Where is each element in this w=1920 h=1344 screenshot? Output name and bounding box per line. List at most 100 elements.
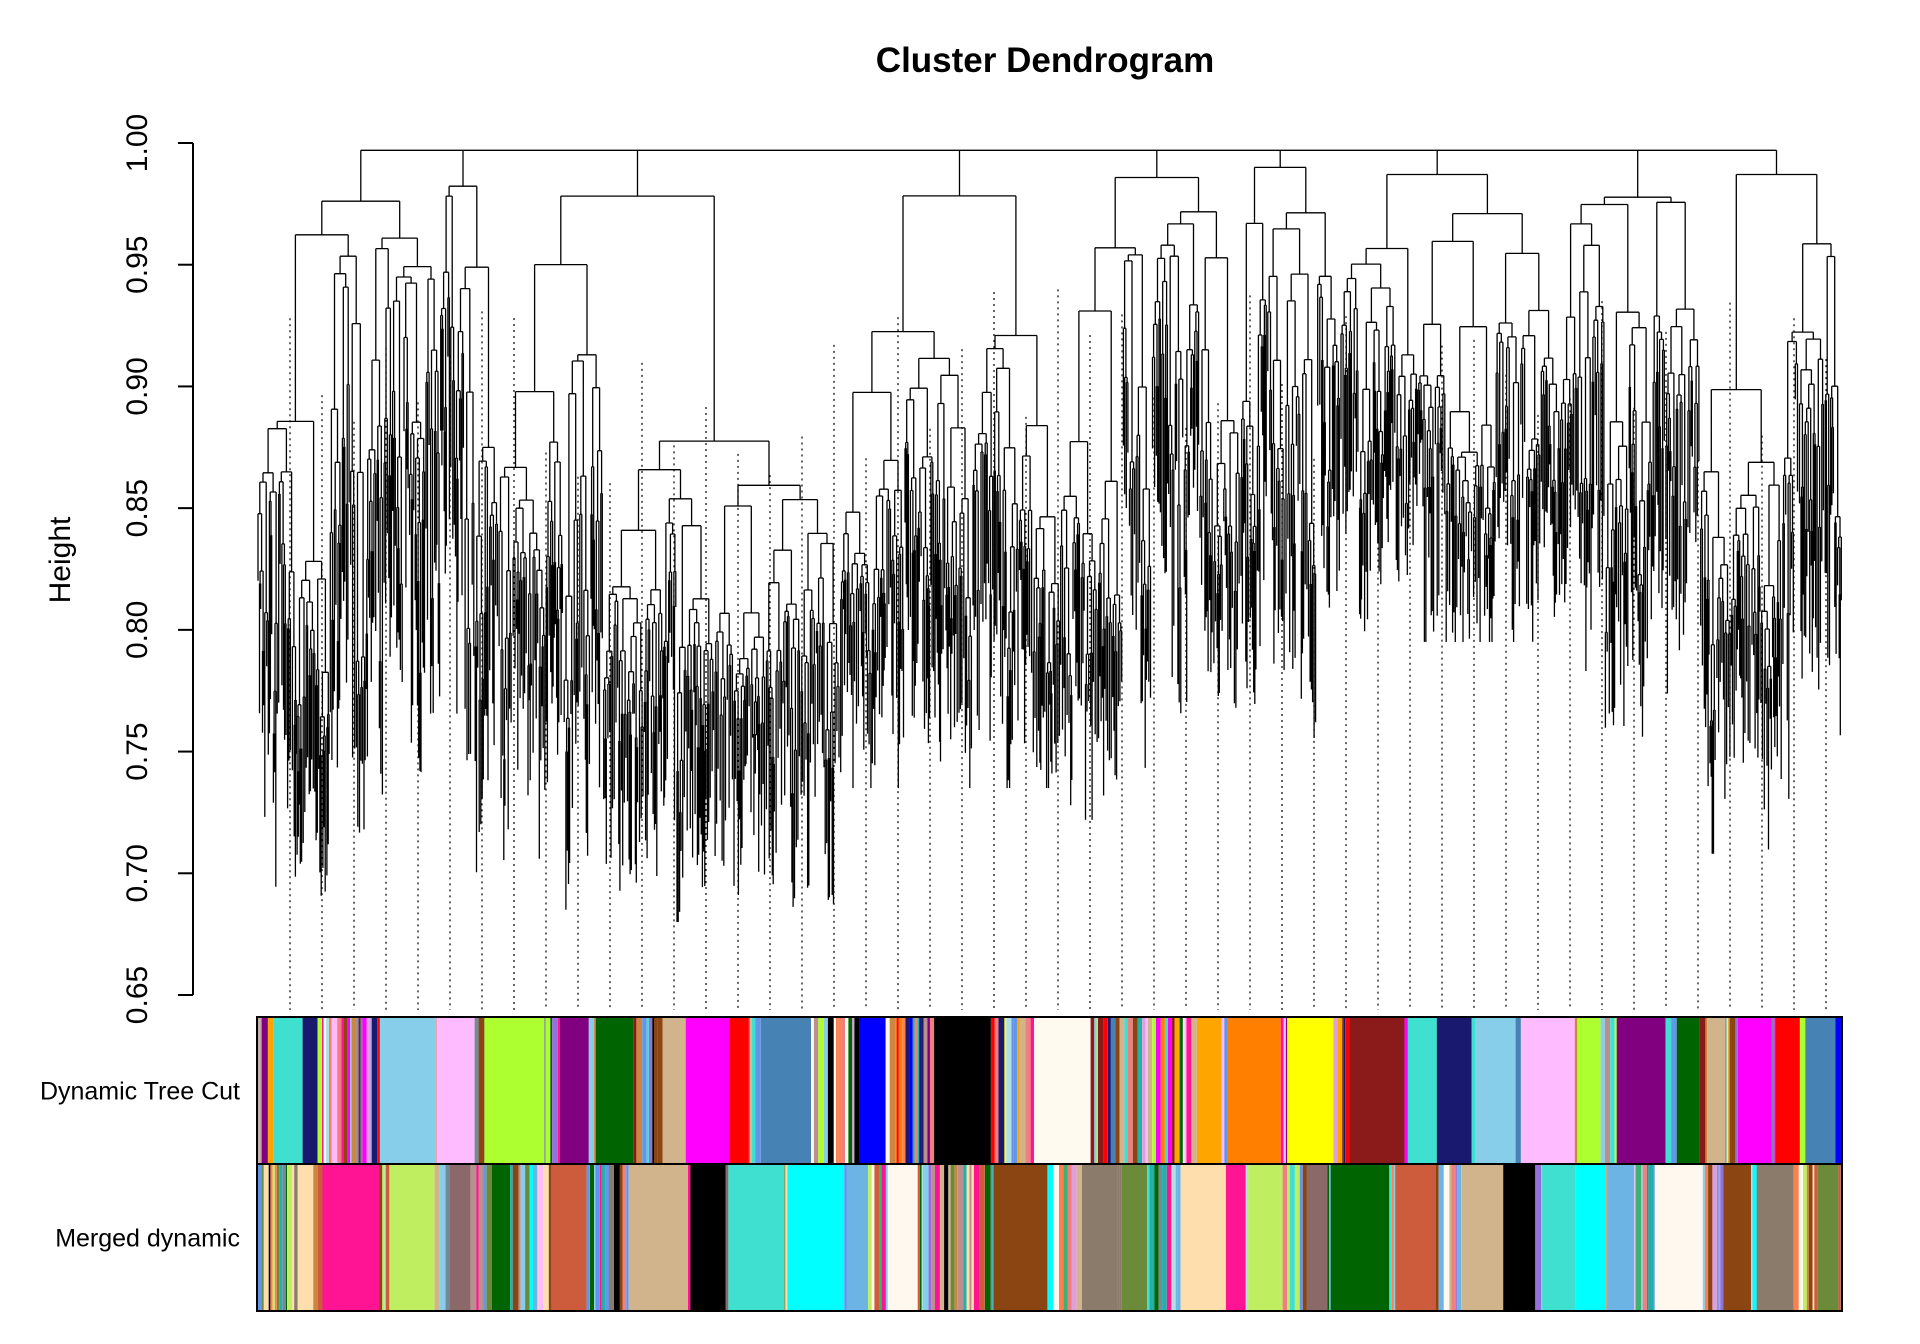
color-bar-segment xyxy=(545,1017,551,1164)
color-bar-segment xyxy=(1793,1164,1799,1311)
color-bar-segment xyxy=(1337,1017,1343,1164)
color-bar-segment xyxy=(1806,1164,1809,1311)
color-bar-segment xyxy=(948,1164,951,1311)
color-bar-segment xyxy=(1147,1017,1153,1164)
y-tick-label: 0.65 xyxy=(121,966,154,1024)
chart-title: Cluster Dendrogram xyxy=(876,41,1214,80)
color-bar-segment xyxy=(449,1164,471,1311)
color-bar-segment xyxy=(263,1164,269,1311)
color-bar-segment xyxy=(927,1017,930,1164)
color-bar-segment xyxy=(1723,1164,1752,1311)
color-bar-segment xyxy=(483,1164,487,1311)
color-bar-segment xyxy=(435,1017,437,1164)
color-bar-segment xyxy=(1610,1017,1615,1164)
color-bar-segment xyxy=(909,1017,913,1164)
color-bar-segment xyxy=(258,1017,261,1164)
color-bar-segment xyxy=(358,1017,361,1164)
color-bar-segment xyxy=(1808,1164,1813,1311)
color-bar-segment xyxy=(1306,1164,1328,1311)
color-bar-segment xyxy=(1186,1017,1192,1164)
color-bar-segment xyxy=(979,1164,985,1311)
color-bar-segment xyxy=(1634,1164,1636,1311)
color-bar-segment xyxy=(845,1017,849,1164)
color-bar-segment xyxy=(548,1164,552,1311)
color-bar-segment xyxy=(1614,1017,1617,1164)
color-bar-segment xyxy=(917,1017,919,1164)
color-row-border xyxy=(256,1163,1843,1312)
color-bar-segment xyxy=(1017,1017,1020,1164)
color-bar-segment xyxy=(1162,1164,1167,1311)
color-bar-segment xyxy=(1728,1017,1730,1164)
color-bar-segment xyxy=(1751,1164,1753,1311)
color-bar-segment xyxy=(917,1164,920,1311)
color-bar-segment xyxy=(371,1017,378,1164)
color-bar-segment xyxy=(848,1017,853,1164)
color-bar-segment xyxy=(1182,1017,1185,1164)
color-bar-segment xyxy=(1224,1017,1227,1164)
color-bar-segment xyxy=(347,1017,351,1164)
color-bar-segment xyxy=(1389,1164,1392,1311)
color-bar-segment xyxy=(1030,1017,1034,1164)
color-bar-segment xyxy=(1071,1164,1077,1311)
color-bar-segment xyxy=(1329,1164,1331,1311)
color-bar-segment xyxy=(1164,1017,1168,1164)
color-bar-segment xyxy=(1635,1164,1641,1311)
color-bar-segment xyxy=(1520,1017,1575,1164)
color-bar-segment xyxy=(360,1017,363,1164)
color-bar-segment xyxy=(351,1017,357,1164)
color-bar-segment xyxy=(950,1164,955,1311)
color-bar-segment xyxy=(286,1164,287,1311)
color-bar-segment xyxy=(1299,1164,1303,1311)
color-bar-segment xyxy=(921,1017,924,1164)
color-bar-segment xyxy=(748,1017,751,1164)
color-bar-segment xyxy=(990,1017,995,1164)
color-bar-segment xyxy=(1456,1164,1458,1311)
color-bar-segment xyxy=(1196,1017,1222,1164)
color-bar-segment xyxy=(1137,1017,1143,1164)
color-bar-segment xyxy=(1756,1164,1794,1311)
color-bar-segment xyxy=(944,1164,949,1311)
color-bar-segment xyxy=(1067,1164,1072,1311)
color-bar-segment xyxy=(1391,1164,1394,1311)
color-bar-segment xyxy=(533,1164,538,1311)
color-bar-segment xyxy=(270,1164,273,1311)
color-bar-segment xyxy=(1115,1017,1120,1164)
color-bar-segment xyxy=(550,1017,553,1164)
color-bar-segment xyxy=(1006,1017,1012,1164)
color-bar-segment xyxy=(975,1164,980,1311)
color-bar-segment xyxy=(1457,1164,1462,1311)
color-bar-segment xyxy=(379,1017,436,1164)
color-bar-segment xyxy=(551,1164,587,1311)
color-bar-segment xyxy=(268,1164,271,1311)
color-bar-segment xyxy=(385,1164,390,1311)
color-bar-segment xyxy=(544,1017,546,1164)
color-bar-segment xyxy=(1654,1164,1703,1311)
color-bar-segment xyxy=(276,1164,280,1311)
color-bar-segment xyxy=(725,1164,729,1311)
color-bar-segment xyxy=(384,1164,386,1311)
color-bar-segment xyxy=(628,1164,688,1311)
color-bar-segment xyxy=(1154,1164,1159,1311)
color-bar-segment xyxy=(474,1017,479,1164)
color-bar-segment xyxy=(1098,1017,1104,1164)
color-bar-segment xyxy=(841,1017,845,1164)
color-bar-segment xyxy=(1155,1017,1161,1164)
color-bar-segment xyxy=(813,1017,819,1164)
color-bar-segment xyxy=(879,1164,882,1311)
color-bar-segment xyxy=(760,1017,812,1164)
color-bar-segment xyxy=(520,1164,526,1311)
color-bar-segment xyxy=(885,1164,888,1311)
color-bar-segment xyxy=(838,1017,842,1164)
color-bar-segment xyxy=(868,1164,872,1311)
color-bar-segment xyxy=(1094,1017,1097,1164)
color-bar-segment xyxy=(1475,1017,1516,1164)
color-bar-segment xyxy=(1393,1164,1396,1311)
color-bar-segment xyxy=(929,1017,935,1164)
color-bar-segment xyxy=(1771,1017,1775,1164)
color-bar-segment xyxy=(1142,1017,1146,1164)
color-bar-segment xyxy=(274,1164,277,1311)
module-color-bars xyxy=(256,1016,1843,1312)
color-bar-segment xyxy=(1160,1017,1165,1164)
